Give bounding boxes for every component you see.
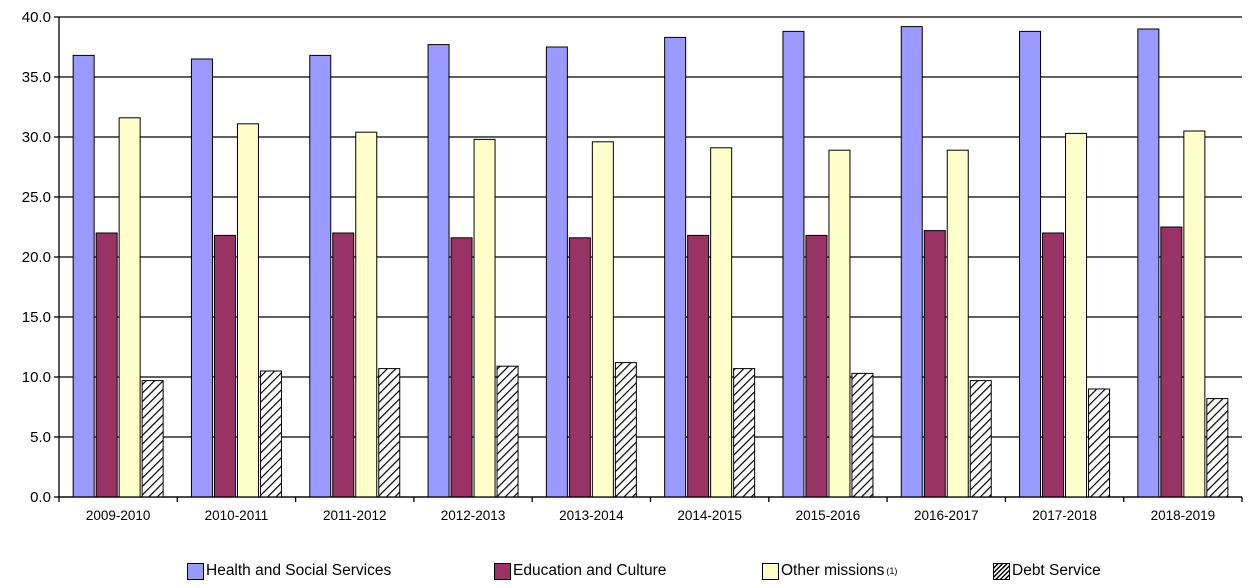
health-bar [1137, 28, 1160, 498]
education-bar [1042, 232, 1065, 498]
x-tick-label: 2012-2013 [441, 508, 506, 523]
health-bar [1019, 30, 1042, 498]
education-bar [95, 232, 118, 498]
bars [72, 26, 1229, 498]
legend-item-health: Health and Social Services [187, 562, 391, 580]
health-bar [664, 36, 687, 498]
health-bar [427, 44, 450, 498]
gridlines [59, 16, 1242, 498]
legend-label-education: Education and Culture [513, 562, 667, 579]
bar-chart: 0.0 5.0 10.0 15.0 20.0 25.0 30.0 35.0 40.0 2009-… [22, 9, 1243, 523]
other-missions-bar [946, 149, 969, 498]
health-bar [309, 54, 332, 498]
health-bar [545, 46, 568, 498]
legend-item-education: Education and Culture [494, 562, 666, 580]
debt-service-bar [378, 368, 401, 498]
education-bar [923, 230, 946, 498]
x-tick-label: 2009-2010 [86, 508, 151, 523]
x-tick-label: 2015-2016 [796, 508, 861, 523]
x-tick-label: 2018-2019 [1151, 508, 1216, 523]
y-axis-ticks: 0.0 5.0 10.0 15.0 20.0 25.0 30.0 35.0 40.0 [22, 9, 51, 506]
y-tick-label: 40.0 [22, 9, 51, 26]
legend-item-debt: Debt Service [993, 562, 1101, 580]
axes [54, 16, 1243, 502]
debt-service-bar [614, 362, 637, 498]
x-tick-label: 2010-2011 [205, 508, 269, 523]
other-missions-bar [236, 123, 259, 498]
x-axis-ticks: 2009-2010 2010-2011 2011-2012 2012-2013 2013… [86, 508, 1215, 523]
health-bar [72, 54, 95, 498]
debt-service-bar [1206, 398, 1229, 498]
y-tick-label: 10.0 [22, 369, 51, 386]
health-bar [782, 30, 805, 498]
debt-service-bar [141, 380, 164, 498]
y-tick-label: 20.0 [22, 249, 51, 266]
health-bar [900, 26, 923, 498]
health-bar [190, 58, 213, 498]
other-missions-bar [828, 149, 851, 498]
education-bar [450, 237, 473, 498]
debt-service-bar [496, 365, 519, 498]
debt-service-bar [733, 368, 756, 498]
legend-footnote-marker: (1) [886, 566, 898, 576]
x-tick-label: 2011-2012 [323, 508, 387, 523]
debt-service-bar [969, 380, 992, 498]
x-tick-label: 2013-2014 [559, 508, 624, 523]
legend-swatch-debt [993, 562, 1010, 580]
education-bar [687, 234, 710, 498]
legend-swatch-education [494, 562, 511, 580]
x-tick-label: 2016-2017 [914, 508, 979, 523]
other-missions-bar [591, 141, 614, 498]
legend-item-other: Other missions (1) [762, 562, 897, 580]
y-tick-label: 35.0 [22, 69, 51, 86]
y-tick-label: 15.0 [22, 309, 51, 326]
other-missions-bar [473, 138, 496, 498]
other-missions-bar [1065, 132, 1088, 498]
y-tick-label: 25.0 [22, 189, 51, 206]
y-tick-label: 30.0 [22, 129, 51, 146]
x-tick-label: 2014-2015 [677, 508, 742, 523]
education-bar [805, 234, 828, 498]
debt-service-bar [1088, 388, 1111, 498]
legend-label-other: Other missions [781, 562, 885, 579]
other-missions-bar [710, 147, 733, 498]
other-missions-bar [355, 131, 378, 498]
legend-swatch-health [187, 562, 204, 580]
education-bar [1160, 226, 1183, 498]
education-bar [213, 234, 236, 498]
legend-label-health: Health and Social Services [206, 562, 392, 579]
other-missions-bar [118, 117, 141, 498]
education-bar [332, 232, 355, 498]
x-tick-label: 2017-2018 [1032, 508, 1097, 523]
debt-service-bar [851, 372, 874, 498]
other-missions-bar [1183, 130, 1206, 498]
legend-swatch-other [762, 562, 779, 580]
legend: Health and Social Services Education and… [0, 556, 1252, 584]
y-tick-label: 0.0 [30, 489, 51, 506]
education-bar [568, 237, 591, 498]
debt-service-bar [259, 370, 282, 498]
legend-label-debt: Debt Service [1012, 562, 1101, 579]
y-tick-label: 5.0 [30, 429, 51, 446]
